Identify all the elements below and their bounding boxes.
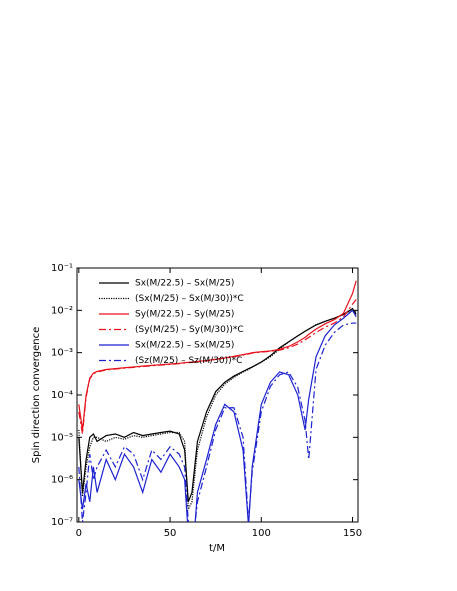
y-tick-label: 10⁻⁷ [51, 517, 73, 528]
y-tick-label: 10⁻⁴ [51, 390, 73, 401]
series-line [78, 307, 357, 503]
y-tick-label: 10⁻⁵ [51, 432, 73, 443]
legend-label: (Sy(M/25) – Sy(M/30))*C [135, 325, 244, 335]
x-tick-label: 100 [252, 528, 271, 539]
y-tick-label: 10⁻¹ [51, 263, 73, 274]
y-tick-label: 10⁻⁶ [51, 475, 73, 486]
series-line [78, 309, 357, 522]
series-line [78, 309, 357, 512]
y-axis-label: Spin direction convergence [31, 327, 42, 463]
x-axis-label: t/M [209, 543, 225, 554]
legend-label: (Sx(M/25) – Sx(M/30))*C [135, 294, 244, 304]
x-tick-label: 0 [76, 528, 82, 539]
plot-area [78, 280, 357, 522]
legend-label: (Sz(M/25) – Sz(M/30))*C [135, 356, 242, 366]
legend-label: Sy(M/22.5) – Sy(M/25) [135, 310, 234, 320]
x-tick-label: 50 [164, 528, 177, 539]
y-tick-label: 10⁻³ [51, 348, 73, 359]
series-line [78, 322, 357, 522]
series-line [78, 299, 357, 435]
legend-label: Sx(M/22.5) – Sx(M/25) [135, 279, 234, 289]
y-tick-label: 10⁻² [51, 305, 73, 316]
legend-label: Sx(M/22.5) – Sx(M/25) [135, 341, 234, 351]
plot-frame [76, 267, 359, 523]
x-tick-label: 150 [343, 528, 362, 539]
